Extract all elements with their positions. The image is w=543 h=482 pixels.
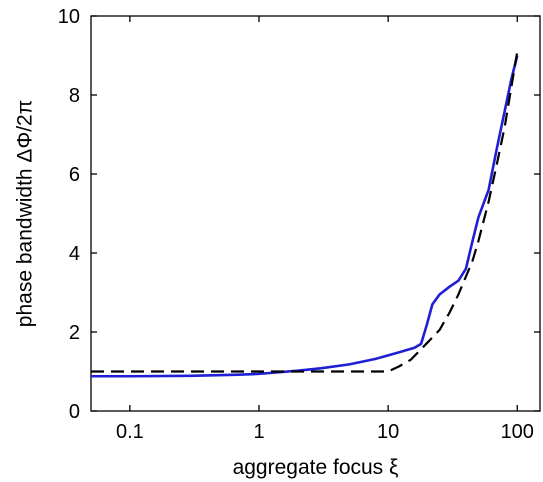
y-tick-label: 6 <box>69 164 80 186</box>
series-layer <box>91 51 519 378</box>
y-tick-label: 0 <box>69 401 80 423</box>
plot-area <box>90 15 541 412</box>
y-axis-label: phase bandwidth ΔΦ/2π <box>14 100 37 327</box>
y-tick-label: 10 <box>58 6 80 28</box>
x-axis-label: aggregate focus ξ <box>233 456 399 479</box>
x-tick-label: 100 <box>501 421 534 443</box>
y-tick-label: 8 <box>69 85 80 107</box>
y-tick-label: 2 <box>69 322 80 344</box>
solid-series-line <box>91 55 519 378</box>
y-tick-label: 4 <box>69 243 80 265</box>
x-tick-label: 1 <box>253 421 264 443</box>
x-tick-label: 10 <box>377 421 399 443</box>
plot-frame <box>90 15 541 412</box>
x-tick-label: 0.1 <box>116 421 144 443</box>
axes: 0.1 1 10 100 0 2 4 6 8 10 <box>58 6 540 443</box>
dashed-series-line <box>91 51 519 373</box>
